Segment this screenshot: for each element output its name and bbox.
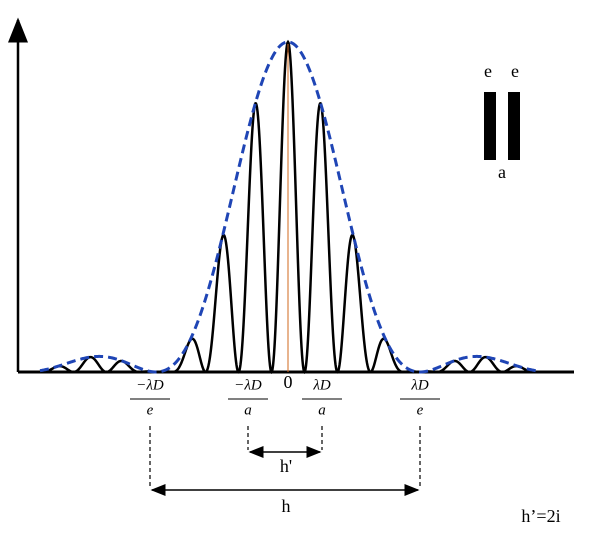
envelope-curve: [39, 40, 541, 374]
tick-denominator: a: [318, 402, 326, 418]
slit: [508, 92, 520, 160]
fringe-curve: [40, 39, 541, 375]
tick-denominator: e: [417, 402, 424, 418]
tick-denominator: e: [147, 402, 154, 418]
tick-denominator: a: [244, 402, 252, 418]
measure-label: h': [280, 456, 292, 476]
slit: [484, 92, 496, 160]
slit-gap-label: a: [498, 162, 506, 182]
tick-numerator: λD: [312, 377, 330, 393]
tick-numerator: λD: [410, 377, 428, 393]
tick-numerator: −λD: [234, 377, 262, 393]
tick-numerator: −λD: [136, 377, 164, 393]
slit-width-label: e: [484, 61, 492, 81]
slit-width-label: e: [511, 61, 519, 81]
origin-label: 0: [284, 372, 293, 392]
measure-label: h: [282, 496, 291, 516]
note: h’=2i: [521, 506, 560, 526]
